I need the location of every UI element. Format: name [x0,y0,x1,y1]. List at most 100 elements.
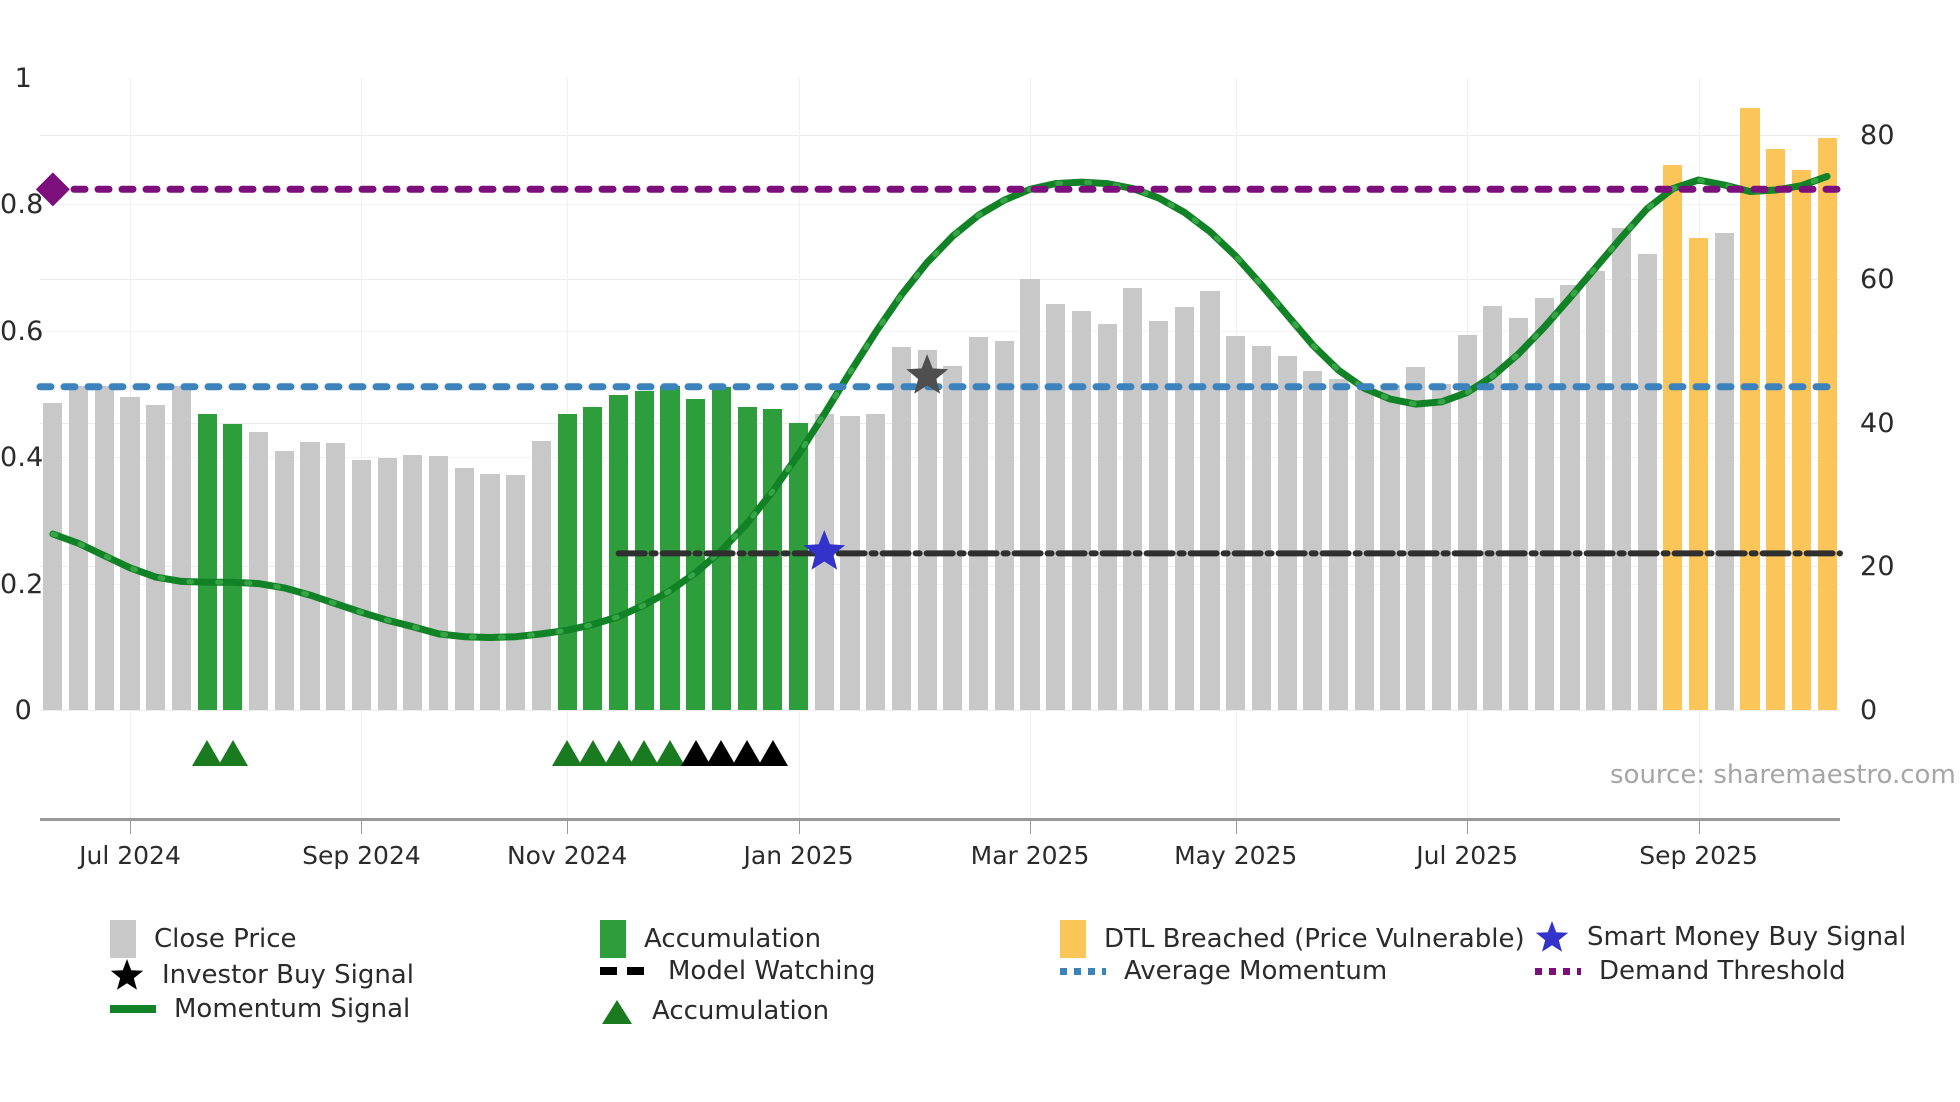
legend-item-label: Close Price [154,924,297,954]
legend-dotted-line-icon [1060,967,1106,975]
legend-triangle-icon [600,996,634,1026]
legend-item-label: Smart Money Buy Signal [1587,922,1907,952]
bar-close [531,441,551,710]
gridline [40,135,1840,137]
x-axis-tick-mark [1235,821,1237,834]
legend-item[interactable]: Demand Threshold [1535,958,1846,984]
bar-close [146,404,166,710]
bar-close [1431,383,1451,710]
bar-close [1611,228,1631,710]
bar-close [1637,253,1657,710]
gridline [40,710,1840,711]
gridline [40,583,1840,585]
legend-dashed-line-icon [600,967,650,975]
bar-accum [197,414,217,710]
legend-item-label: Investor Buy Signal [162,960,414,990]
bar-close [969,337,989,710]
legend-item[interactable]: DTL Breached (Price Vulnerable) [1060,920,1525,958]
bar-close [274,450,294,710]
bar-close [1586,270,1606,710]
legend-item[interactable]: Accumulation [600,996,829,1026]
legend-item[interactable]: Model Watching [600,958,875,984]
gridline [40,566,1840,568]
source-credit: source: sharemaestro.com [1610,760,1956,790]
bar-accum [583,407,603,710]
x-axis-tick-label: Mar 2025 [970,841,1090,870]
bar-close [1534,297,1554,710]
legend-item-label: Average Momentum [1124,956,1388,986]
legend-item[interactable]: Smart Money Buy Signal [1535,920,1906,954]
bar-close [506,474,526,710]
gridline [40,204,1840,206]
bar-close [120,397,140,710]
bar-dtl [1689,237,1709,710]
bar-close [1097,323,1117,710]
accumulation-triangle-marker [192,740,223,766]
bar-close [994,340,1014,710]
legend-item[interactable]: Accumulation [600,920,821,958]
bar-close [69,385,89,710]
bar-close [43,403,63,710]
x-axis-tick-label: Sep 2024 [302,841,421,870]
bar-close [891,346,911,710]
accumulation-triangle-marker [577,740,608,766]
plot-area [35,78,1844,820]
bar-close [1509,318,1529,710]
accumulation-triangle-marker [706,740,737,766]
legend-item[interactable]: Close Price [110,920,297,958]
legend-item[interactable]: Average Momentum [1060,958,1387,984]
bar-close [1714,232,1734,710]
legend-item-label: Demand Threshold [1599,956,1846,986]
bar-close [480,473,500,710]
bar-accum [789,423,809,710]
legend-square-icon [600,920,626,958]
line-series-layer [35,172,1844,641]
legend-star-icon [110,958,144,992]
bar-close [1071,311,1091,710]
bar-close [454,467,474,710]
accumulation-triangle-marker [732,740,763,766]
bar-close [1226,335,1246,710]
momentum-signal-line [49,172,1831,641]
accumulation-triangle-marker [680,740,711,766]
x-axis-tick-mark [130,821,131,834]
legend-star-icon [1535,920,1569,954]
bar-close [429,455,449,710]
x-axis-line [40,818,1840,821]
bar-close [1251,345,1271,710]
x-axis-tick-label: Jan 2025 [743,841,854,870]
bar-close [249,431,269,710]
legend-item[interactable]: Momentum Signal [110,996,410,1022]
bar-close [1046,304,1066,710]
bar-dtl [1766,149,1786,710]
legend-item-label: DTL Breached (Price Vulnerable) [1104,924,1525,954]
x-axis-tick-mark [361,821,363,834]
bar-close [866,413,886,710]
gridline [40,422,1840,424]
legend-item-label: Momentum Signal [174,994,411,1024]
bar-close [814,414,834,710]
bar-close [1149,321,1169,710]
legend-item[interactable]: Investor Buy Signal [110,958,414,992]
legend-item-label: Accumulation [652,996,830,1026]
bar-close [1380,385,1400,710]
legend-line-icon [110,1005,156,1013]
y-axis-left-tick: 0.6 [0,315,44,347]
bar-close [300,442,320,710]
bar-close [943,365,963,710]
y-axis-right-tick: 0 [1860,695,1878,726]
bar-close [377,458,397,710]
bar-accum [557,414,577,710]
bar-close [1483,305,1503,710]
bar-close [171,385,191,710]
bar-dtl [1791,169,1811,710]
bar-close [1329,379,1349,710]
x-axis-tick-label: May 2025 [1174,841,1298,870]
legend-dotted-line-icon [1535,967,1581,975]
bar-close [840,416,860,710]
accumulation-triangle-marker [217,740,248,766]
demand-threshold-diamond-icon [35,172,70,207]
bar-close [1457,334,1477,710]
bar-dtl [1663,165,1683,710]
